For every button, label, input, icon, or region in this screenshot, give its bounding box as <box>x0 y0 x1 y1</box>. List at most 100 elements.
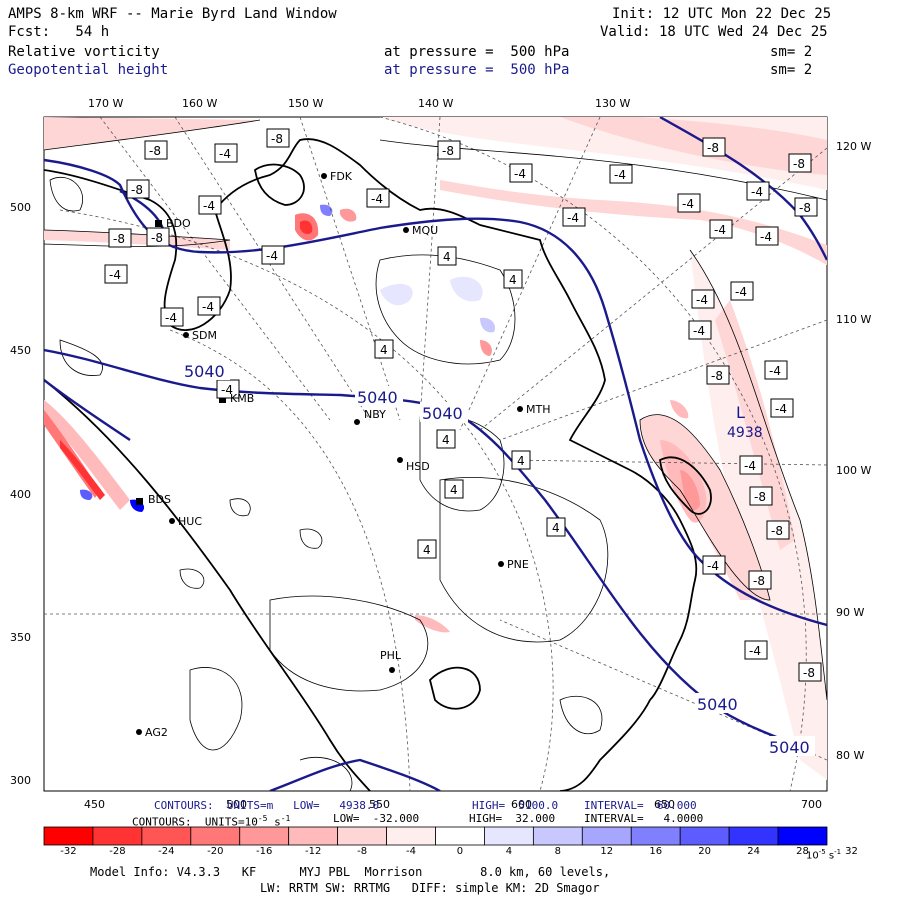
lon-label-top: 130 W <box>595 97 631 110</box>
svg-text:-4: -4 <box>514 167 526 181</box>
svg-text:-4: -4 <box>775 402 787 416</box>
station-label: MTH <box>526 403 550 416</box>
field1-smoothing: sm= 2 <box>770 44 813 60</box>
colorbar-tick-label: 16 <box>649 846 663 857</box>
svg-text:-4: -4 <box>735 285 747 299</box>
svg-text:-8: -8 <box>151 231 163 245</box>
grid-tick-left: 350 <box>10 631 31 644</box>
low-marker: L <box>736 403 745 422</box>
colorbar-tick-label: -20 <box>207 846 224 857</box>
vorticity-low-info: LOW= -32.000 <box>333 812 420 825</box>
height-label-5040: 5040 <box>697 695 738 714</box>
field2-name: Geopotential height <box>8 62 169 78</box>
svg-text:-8: -8 <box>113 232 125 246</box>
station-label: HSD <box>406 460 430 473</box>
svg-text:-8: -8 <box>707 141 719 155</box>
lon-label-right: 100 W <box>836 464 872 477</box>
svg-text:4: 4 <box>442 433 450 447</box>
vorticity-interval-info: INTERVAL= 4.0000 <box>584 812 704 825</box>
colorbar-tick-label: 12 <box>600 846 614 857</box>
svg-text:-4: -4 <box>614 168 626 182</box>
station-label: AG2 <box>145 726 168 739</box>
svg-text:-4: -4 <box>769 364 781 378</box>
grid-tick-bottom: 700 <box>801 798 822 811</box>
height-interval-info: INTERVAL= 60.000 <box>584 799 697 812</box>
svg-text:4: 4 <box>443 250 451 264</box>
svg-text:-8: -8 <box>803 666 815 680</box>
colorbar-tick-label: 4 <box>505 846 513 857</box>
station-label: MQU <box>412 224 438 237</box>
svg-text:-4: -4 <box>266 249 278 263</box>
station-label: BDO <box>166 217 191 230</box>
grid-tick-left: 500 <box>10 201 31 214</box>
colorbar-swatch <box>435 826 485 846</box>
grid-tick-bottom: 600 <box>511 798 532 811</box>
colorbar-tick-label: -12 <box>304 846 322 857</box>
svg-text:4: 4 <box>423 543 431 557</box>
colorbar-swatch <box>728 826 779 846</box>
station-label: FDK <box>330 170 353 183</box>
svg-text:-4: -4 <box>202 300 214 314</box>
grid-tick-left: 450 <box>10 344 31 357</box>
colorbar-swatch <box>532 826 583 846</box>
svg-text:-4: -4 <box>109 268 121 282</box>
height-labels: 5040 5040 5040 5040 5040 L 4938 <box>182 360 815 757</box>
colorbar-tick-label: -4 <box>406 846 417 857</box>
field2-level: at pressure = 500 hPa <box>384 62 570 78</box>
lon-label-top: 170 W <box>88 97 124 110</box>
init-time: Init: 12 UTC Mon 22 Dec 25 <box>612 6 832 22</box>
grid-tick-bottom: 500 <box>226 798 247 811</box>
colorbar-tick-label: -32 <box>60 846 77 857</box>
station-labels: FDK BDO MQU SDM KMB NBY MTH HSD BDS HUC … <box>145 170 550 739</box>
colorbar-swatch <box>141 826 192 846</box>
svg-text:-4: -4 <box>707 559 719 573</box>
colorbar-swatch <box>581 826 632 846</box>
field1-name: Relative vorticity <box>8 44 160 60</box>
station-label: BDS <box>148 493 171 506</box>
colorbar-swatch <box>92 826 143 846</box>
colorbar-tick-label: -24 <box>158 846 175 857</box>
low-value: 4938 <box>727 425 763 441</box>
lon-label-right: 120 W <box>836 140 872 153</box>
colorbar <box>43 826 828 846</box>
colorbar-swatch <box>190 826 241 846</box>
field1-level: at pressure = 500 hPa <box>384 44 570 60</box>
svg-text:4: 4 <box>380 343 388 357</box>
station-label: PNE <box>507 558 529 571</box>
lon-label-right: 80 W <box>836 749 865 762</box>
svg-text:4: 4 <box>450 483 458 497</box>
svg-text:-4: -4 <box>682 197 694 211</box>
colorbar-tick-label: 20 <box>698 846 712 857</box>
station-label: SDM <box>192 329 217 342</box>
svg-text:-8: -8 <box>711 369 723 383</box>
station-label: NBY <box>364 408 386 421</box>
colorbar-swatch <box>484 826 534 846</box>
colorbar-swatch <box>777 826 828 846</box>
station-label: HUC <box>178 515 202 528</box>
forecast-hour: Fcst: 54 h <box>8 24 110 40</box>
field2-smoothing: sm= 2 <box>770 62 813 78</box>
height-high-info: HIGH= 5100.0 <box>472 799 559 812</box>
svg-text:-8: -8 <box>271 132 283 146</box>
svg-text:-4: -4 <box>714 223 726 237</box>
svg-text:-4: -4 <box>696 293 708 307</box>
svg-text:-8: -8 <box>149 144 161 158</box>
height-contours-info: CONTOURS: UNITS=m LOW= 4938.0 <box>154 799 380 812</box>
station-label: PHL <box>380 649 402 662</box>
colorbar-tick-label: -28 <box>109 846 126 857</box>
grid-tick-bottom: 550 <box>369 798 390 811</box>
colorbar-tick-label: -16 <box>256 846 273 857</box>
model-info: Model Info: V4.3.3 KF MYJ PBL Morrison 8… <box>90 865 611 879</box>
colorbar-tick-label: 8 <box>554 846 562 857</box>
svg-text:-8: -8 <box>799 201 811 215</box>
svg-text:-4: -4 <box>221 383 233 397</box>
colorbar-swatch <box>679 826 730 846</box>
grid-tick-left: 400 <box>10 488 31 501</box>
svg-text:-8: -8 <box>793 157 805 171</box>
svg-text:-4: -4 <box>751 185 763 199</box>
colorbar-tick-label: 28 <box>796 846 809 857</box>
colorbar-swatch <box>337 826 387 846</box>
svg-text:-8: -8 <box>442 144 454 158</box>
colorbar-swatch <box>630 826 681 846</box>
